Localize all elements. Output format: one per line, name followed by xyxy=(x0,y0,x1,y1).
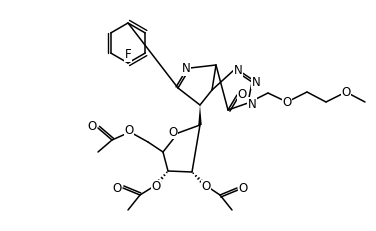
Text: O: O xyxy=(202,180,211,194)
Text: O: O xyxy=(341,86,351,100)
Text: N: N xyxy=(252,76,260,88)
Text: O: O xyxy=(168,125,177,139)
Text: O: O xyxy=(238,182,248,195)
Text: O: O xyxy=(124,124,133,137)
Text: N: N xyxy=(248,97,256,110)
Text: F: F xyxy=(125,49,131,61)
Text: N: N xyxy=(233,64,243,76)
Polygon shape xyxy=(198,105,202,125)
Text: O: O xyxy=(152,180,161,194)
Text: O: O xyxy=(87,121,97,134)
Text: N: N xyxy=(182,63,190,76)
Text: O: O xyxy=(282,97,292,109)
Text: O: O xyxy=(237,88,247,100)
Text: O: O xyxy=(112,182,121,195)
